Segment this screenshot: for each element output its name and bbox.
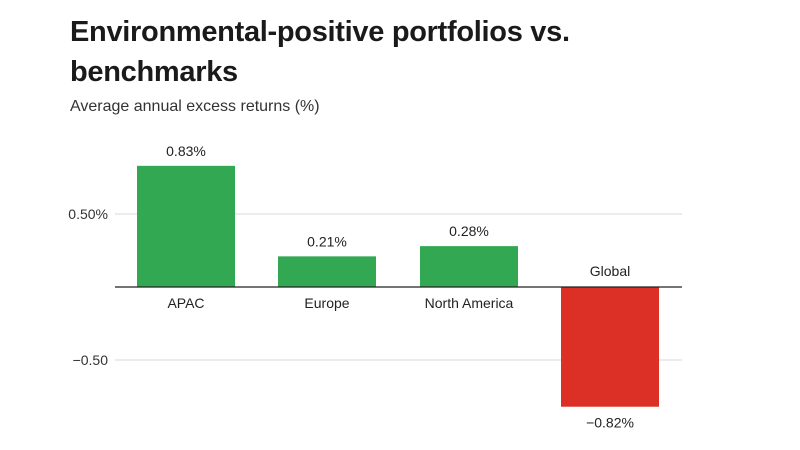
bar-apac [137, 165, 235, 287]
data-label: 0.28% [449, 223, 489, 239]
category-label: Europe [304, 295, 349, 311]
bar-global [561, 287, 659, 407]
data-label: 0.21% [307, 233, 347, 249]
category-label: Global [590, 263, 630, 279]
bar-labels: 0.83% APAC 0.21% Europe 0.28% North America −0… [166, 143, 634, 431]
data-label: 0.83% [166, 143, 206, 159]
category-label: North America [425, 295, 514, 311]
y-tick-label: −0.50 [73, 352, 109, 368]
y-tick-label: 0.50% [68, 206, 108, 222]
bars [137, 165, 659, 407]
bar-north-america [420, 246, 518, 287]
category-label: APAC [167, 295, 204, 311]
bar-europe [278, 256, 376, 287]
y-axis-ticks: 0.50% −0.50 [68, 206, 108, 368]
chart-subtitle: Average annual excess returns (%) [70, 98, 320, 115]
data-label: −0.82% [586, 415, 634, 431]
chart-title: Environmental-positive portfolios vs. be… [70, 16, 570, 88]
